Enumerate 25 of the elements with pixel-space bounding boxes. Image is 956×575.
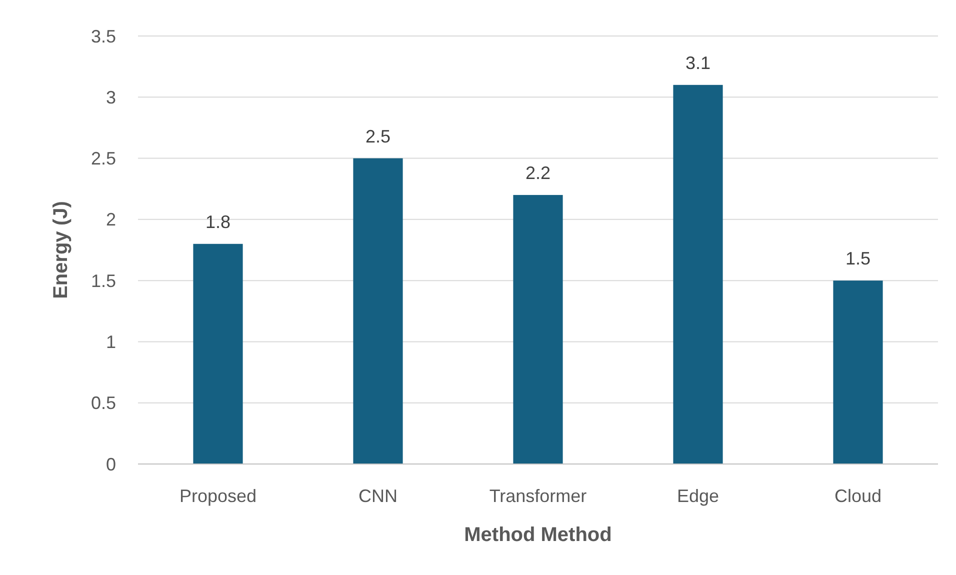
x-tick-label: Proposed <box>179 486 257 506</box>
data-label: 1.8 <box>205 212 231 232</box>
y-tick-label: 1 <box>106 332 116 352</box>
y-tick-label: 0.5 <box>90 393 116 414</box>
y-tick-label: 3.5 <box>90 26 116 46</box>
y-tick-label: 2 <box>106 210 116 230</box>
y-tick-label: 1.5 <box>90 270 116 291</box>
bar <box>513 194 563 464</box>
bar <box>673 84 723 464</box>
y-tick-label: 2.5 <box>90 148 116 169</box>
data-label: 2.5 <box>365 126 391 146</box>
bar <box>833 280 883 464</box>
x-tick-label: Cloud <box>834 486 882 506</box>
data-label: 2.2 <box>525 162 551 183</box>
data-label: 1.5 <box>845 248 871 269</box>
x-axis-title: Method Method <box>464 524 612 546</box>
y-tick-label: 3 <box>106 87 116 108</box>
bar <box>193 244 243 464</box>
y-tick-label: 0 <box>106 454 116 474</box>
y-axis-title: Energy (J) <box>50 201 72 299</box>
data-label: 3.1 <box>685 52 711 73</box>
x-tick-label: Transformer <box>489 486 587 506</box>
x-tick-label: Edge <box>676 486 720 506</box>
x-tick-label: CNN <box>358 486 398 506</box>
bar <box>353 158 403 464</box>
